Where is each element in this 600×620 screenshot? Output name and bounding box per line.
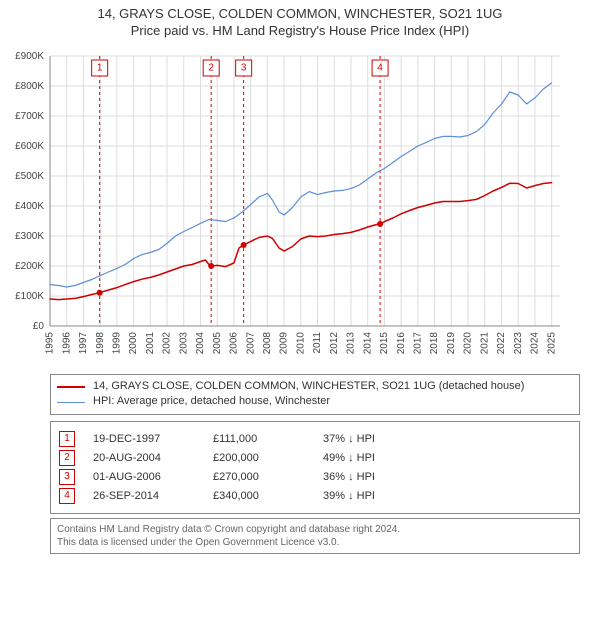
y-tick-label: £300K [15, 231, 44, 242]
sale-point [208, 263, 214, 269]
x-tick-label: 2005 [212, 332, 223, 355]
x-tick-label: 2025 [546, 332, 557, 355]
y-tick-label: £700K [15, 111, 44, 122]
x-tick-label: 2022 [496, 332, 507, 355]
license-line: Contains HM Land Registry data © Crown c… [57, 523, 573, 536]
x-tick-label: 2011 [312, 332, 323, 354]
x-tick-label: 2017 [413, 332, 424, 355]
event-price: £200,000 [213, 452, 323, 464]
event-table: 1 19-DEC-1997£111,00037% ↓ HPI 2 20-AUG-200… [50, 421, 580, 514]
event-price: £111,000 [213, 433, 323, 445]
x-tick-label: 2020 [463, 332, 474, 355]
line-chart: £0 £100K £200K £300K £400K £500K £600K £700K £80… [0, 46, 600, 366]
y-tick-label: £200K [15, 261, 44, 272]
x-tick-label: 1996 [61, 332, 72, 355]
event-row: 2 20-AUG-2004£200,00049% ↓ HPI [59, 450, 571, 466]
license-note: Contains HM Land Registry data © Crown c… [50, 518, 580, 554]
event-badge: 3 [59, 469, 75, 485]
event-badge: 1 [59, 431, 75, 447]
legend-swatch [57, 386, 85, 388]
y-tick-label: £800K [15, 81, 44, 92]
event-row: 1 19-DEC-1997£111,00037% ↓ HPI [59, 431, 571, 447]
x-tick-label: 2000 [128, 332, 139, 355]
legend-row: 14, GRAYS CLOSE, COLDEN COMMON, WINCHEST… [57, 379, 573, 394]
x-tick-label: 2010 [295, 332, 306, 355]
event-price: £270,000 [213, 471, 323, 483]
event-marker-number: 1 [97, 63, 103, 74]
x-tick-label: 2019 [446, 332, 457, 355]
x-tick-label: 2003 [178, 332, 189, 355]
x-tick-label: 2001 [145, 332, 156, 355]
chart-title: 14, GRAYS CLOSE, COLDEN COMMON, WINCHEST… [0, 6, 600, 21]
x-tick-label: 2008 [262, 332, 273, 355]
event-percent: 49% ↓ HPI [323, 452, 375, 464]
x-tick-label: 2002 [162, 332, 173, 355]
x-tick-label: 2006 [229, 332, 240, 355]
x-tick-label: 2016 [396, 332, 407, 355]
sale-point [241, 242, 247, 248]
event-date: 19-DEC-1997 [93, 433, 213, 445]
x-tick-label: 2015 [379, 332, 390, 355]
legend-label: 14, GRAYS CLOSE, COLDEN COMMON, WINCHEST… [93, 379, 524, 394]
event-badge: 2 [59, 450, 75, 466]
y-tick-label: £600K [15, 141, 44, 152]
sale-point [97, 290, 103, 296]
event-percent: 37% ↓ HPI [323, 433, 375, 445]
x-tick-label: 2024 [530, 332, 541, 355]
x-tick-label: 2014 [362, 332, 373, 355]
y-tick-label: £400K [15, 201, 44, 212]
x-tick-label: 2023 [513, 332, 524, 355]
x-tick-label: 2012 [329, 332, 340, 355]
event-percent: 36% ↓ HPI [323, 471, 375, 483]
x-tick-label: 2013 [346, 332, 357, 355]
x-tick-label: 2018 [429, 332, 440, 355]
event-row: 3 01-AUG-2006£270,00036% ↓ HPI [59, 469, 571, 485]
event-marker-number: 3 [241, 63, 247, 74]
event-price: £340,000 [213, 490, 323, 502]
y-tick-label: £100K [15, 291, 44, 302]
sale-point [377, 221, 383, 227]
legend-label: HPI: Average price, detached house, Winc… [93, 394, 330, 409]
x-tick-label: 2004 [195, 332, 206, 355]
event-marker-number: 4 [377, 63, 383, 74]
y-tick-label: £900K [15, 51, 44, 62]
y-tick-label: £0 [33, 321, 45, 332]
x-tick-label: 1999 [112, 332, 123, 355]
y-tick-label: £500K [15, 171, 44, 182]
chart-subtitle: Price paid vs. HM Land Registry's House … [0, 23, 600, 38]
legend: 14, GRAYS CLOSE, COLDEN COMMON, WINCHEST… [50, 374, 580, 415]
event-date: 20-AUG-2004 [93, 452, 213, 464]
x-tick-label: 1995 [45, 332, 56, 355]
event-marker-number: 2 [208, 63, 214, 74]
x-tick-label: 1998 [95, 332, 106, 355]
x-tick-label: 2009 [279, 332, 290, 355]
event-date: 26-SEP-2014 [93, 490, 213, 502]
legend-row: HPI: Average price, detached house, Winc… [57, 394, 573, 409]
x-tick-label: 2007 [245, 332, 256, 355]
legend-swatch [57, 402, 85, 403]
event-date: 01-AUG-2006 [93, 471, 213, 483]
event-badge: 4 [59, 488, 75, 504]
x-tick-label: 1997 [78, 332, 89, 355]
event-percent: 39% ↓ HPI [323, 490, 375, 502]
x-tick-label: 2021 [479, 332, 490, 355]
event-row: 4 26-SEP-2014£340,00039% ↓ HPI [59, 488, 571, 504]
license-line: This data is licensed under the Open Gov… [57, 536, 573, 549]
